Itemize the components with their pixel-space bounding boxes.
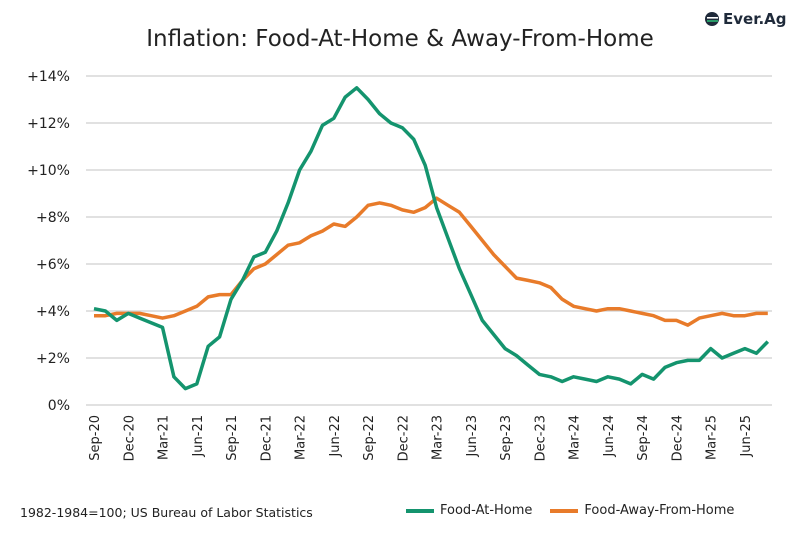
x-tick-label: Jun-21 — [191, 415, 206, 458]
x-tick-label: Dec-24 — [670, 415, 685, 461]
y-tick-label: +12% — [27, 116, 70, 132]
y-tick-label: 0% — [48, 398, 70, 414]
series-line-food-at-home — [93, 86, 770, 391]
legend-swatch — [550, 508, 579, 513]
source-note: 1982-1984=100; US Bureau of Labor Statis… — [20, 505, 313, 520]
ever-ag-logo: Ever.Ag — [704, 10, 787, 28]
legend-item-food-at-home: Food-At-Home — [406, 503, 532, 518]
legend-label: Food-At-Home — [440, 503, 533, 518]
y-tick-label: +8% — [36, 210, 70, 226]
legend-swatch — [406, 508, 434, 513]
x-tick-label: Mar-22 — [294, 415, 309, 460]
y-tick-label: +10% — [27, 163, 70, 179]
x-tick-label: Dec-20 — [122, 415, 137, 461]
x-tick-label: Sep-20 — [88, 415, 103, 461]
x-tick-label: Sep-24 — [636, 415, 651, 461]
chart-title: Inflation: Food-At-Home & Away-From-Home — [146, 26, 654, 52]
legend-item-food-away-from-home: Food-Away-From-Home — [550, 503, 734, 518]
x-tick-label: Mar-21 — [157, 415, 172, 460]
y-tick-label: +14% — [27, 69, 70, 85]
x-tick-label: Jun-24 — [602, 415, 617, 458]
x-tick-label: Sep-23 — [499, 415, 514, 461]
y-tick-label: +6% — [36, 257, 70, 273]
legend: Food-At-Home Food-Away-From-Home — [406, 503, 734, 518]
x-tick-label: Jun-22 — [328, 415, 343, 458]
x-tick-label: Jun-23 — [465, 415, 480, 458]
logo-text: Ever.Ag — [723, 10, 787, 28]
x-tick-label: Mar-23 — [431, 415, 446, 460]
x-tick-label: Dec-21 — [259, 415, 274, 461]
x-tick-label: Jun-25 — [739, 415, 754, 458]
x-tick-label: Mar-25 — [705, 415, 720, 460]
x-tick-label: Sep-21 — [225, 415, 240, 461]
x-tick-label: Dec-22 — [396, 415, 411, 461]
x-tick-label: Dec-23 — [533, 415, 548, 461]
x-tick-label: Sep-22 — [362, 415, 377, 461]
legend-label: Food-Away-From-Home — [584, 503, 735, 518]
x-tick-label: Mar-24 — [568, 415, 583, 460]
series-line-food-away-from-home — [94, 196, 768, 327]
y-tick-label: +4% — [36, 304, 70, 320]
y-tick-label: +2% — [36, 351, 70, 367]
ever-ag-logo-icon — [705, 12, 719, 26]
